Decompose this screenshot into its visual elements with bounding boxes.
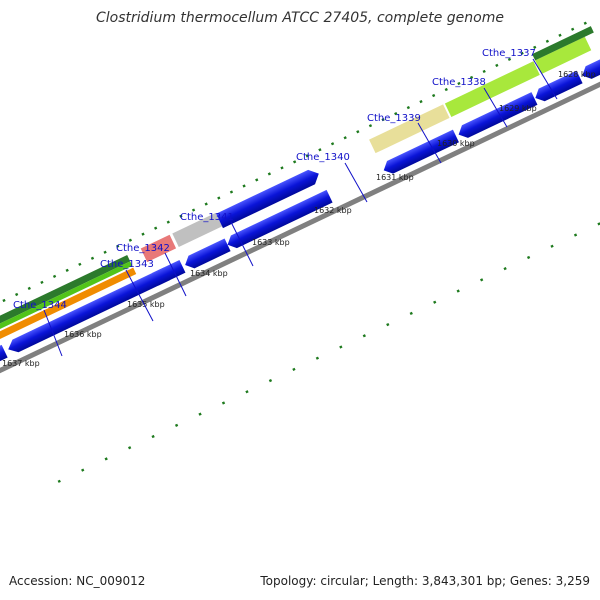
map-title: Clostridium thermocellum ATCC 27405, com…	[96, 10, 504, 26]
cog-bar-darkgreen-2	[532, 26, 594, 61]
scale-label: 1630 kbp	[437, 139, 475, 148]
cog-bar-khaki	[369, 104, 450, 154]
cds-arrow-cthe-1338	[535, 70, 583, 102]
genome-summary-label: Topology: circular; Length: 3,843,301 bp…	[260, 574, 590, 588]
gene-labels: Cthe_1337 Cthe_1338 Cthe_1339 Cthe_1340 …	[13, 48, 536, 311]
cds-arrow-cthe-1341	[216, 169, 319, 229]
accession-label: Accession: NC_009012	[9, 574, 146, 588]
connector-cthe-1343	[125, 269, 154, 322]
connector-cthe-1342	[164, 252, 187, 297]
outer-tick-row	[0, 19, 592, 315]
scale-label: 1635 kbp	[127, 300, 165, 309]
cog-bar-grey	[172, 212, 223, 248]
scale-label: 1629 kbp	[499, 104, 537, 113]
gene-label-cthe-1344: Cthe_1344	[13, 300, 67, 311]
backbone	[0, 64, 600, 380]
scale-label: 1628 kbp	[558, 70, 596, 79]
scale-label: 1634 kbp	[190, 269, 228, 278]
scale-label: 1636 kbp	[64, 330, 102, 339]
cds-arrow-cthe-1342	[185, 238, 231, 269]
cds-arrow-cthe-1343	[149, 260, 186, 286]
cds-arrow-cthe-1339	[458, 92, 538, 138]
connector-cthe-1338	[483, 87, 508, 128]
gene-label-cthe-1339: Cthe_1339	[367, 113, 421, 124]
gene-label-cthe-1341: Cthe_1341	[180, 212, 234, 223]
cog-track	[0, 26, 594, 352]
gene-label-cthe-1340: Cthe_1340	[296, 152, 350, 163]
cog-bar-darkgreen	[0, 255, 131, 339]
connector-cthe-1341	[230, 221, 254, 267]
gene-label-cthe-1337: Cthe_1337	[482, 48, 536, 59]
cog-bar-orange	[0, 267, 137, 352]
connector-cthe-1344	[43, 309, 63, 357]
forward-cds-track	[216, 169, 319, 229]
gene-label-connectors	[43, 58, 558, 357]
cds-arrow-cthe-1344	[8, 267, 171, 353]
cds-arrow-right-1341	[227, 189, 333, 249]
scale-label: 1637 kbp	[2, 359, 40, 368]
cog-bar-green	[0, 261, 133, 344]
connector-cthe-1339	[417, 122, 442, 164]
inner-tick-row	[57, 188, 600, 483]
cds-arrow-cthe-1340	[383, 129, 459, 174]
cog-bar-pink	[140, 234, 177, 263]
gene-label-cthe-1338: Cthe_1338	[432, 77, 486, 88]
gene-label-cthe-1343: Cthe_1343	[100, 259, 154, 270]
scale-label: 1633 kbp	[252, 238, 290, 247]
gene-label-cthe-1342: Cthe_1342	[116, 243, 170, 254]
cog-bar-lime	[444, 61, 540, 118]
connector-cthe-1340	[344, 162, 368, 203]
scale-label: 1631 kbp	[376, 173, 414, 182]
connector-cthe-1337	[532, 58, 558, 100]
cog-bar-lime-2	[535, 36, 592, 74]
cds-arrow-cthe-1337	[582, 51, 600, 79]
scale-label: 1632 kbp	[314, 206, 352, 215]
scale-labels: 1628 kbp 1629 kbp 1630 kbp 1631 kbp 1632…	[2, 70, 596, 368]
reverse-cds-track	[0, 51, 600, 370]
